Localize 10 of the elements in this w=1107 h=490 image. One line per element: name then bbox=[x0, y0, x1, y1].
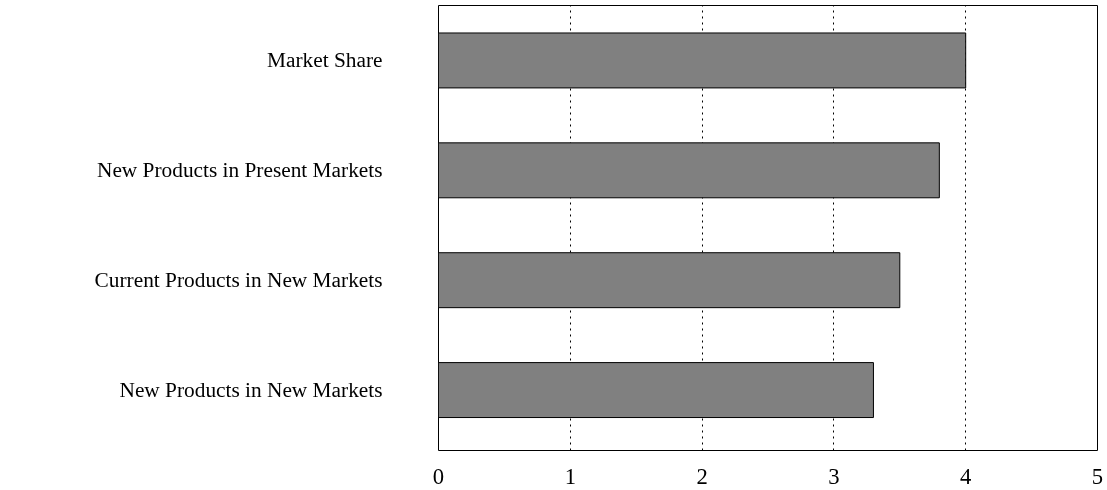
x-tick-label: 1 bbox=[564, 463, 576, 489]
x-tick-label: 5 bbox=[1091, 463, 1104, 489]
x-tick-label: 2 bbox=[696, 463, 708, 489]
y-tick-label: New Products in New Markets bbox=[119, 378, 383, 403]
x-tick-label: 4 bbox=[960, 463, 972, 489]
x-tick-label: 0 bbox=[432, 463, 445, 489]
x-tick-label: 3 bbox=[828, 463, 840, 489]
y-tick-label: Market Share bbox=[267, 48, 383, 73]
y-tick-label: New Products in Present Markets bbox=[96, 158, 383, 183]
y-tick-label: Current Products in New Markets bbox=[94, 268, 383, 293]
